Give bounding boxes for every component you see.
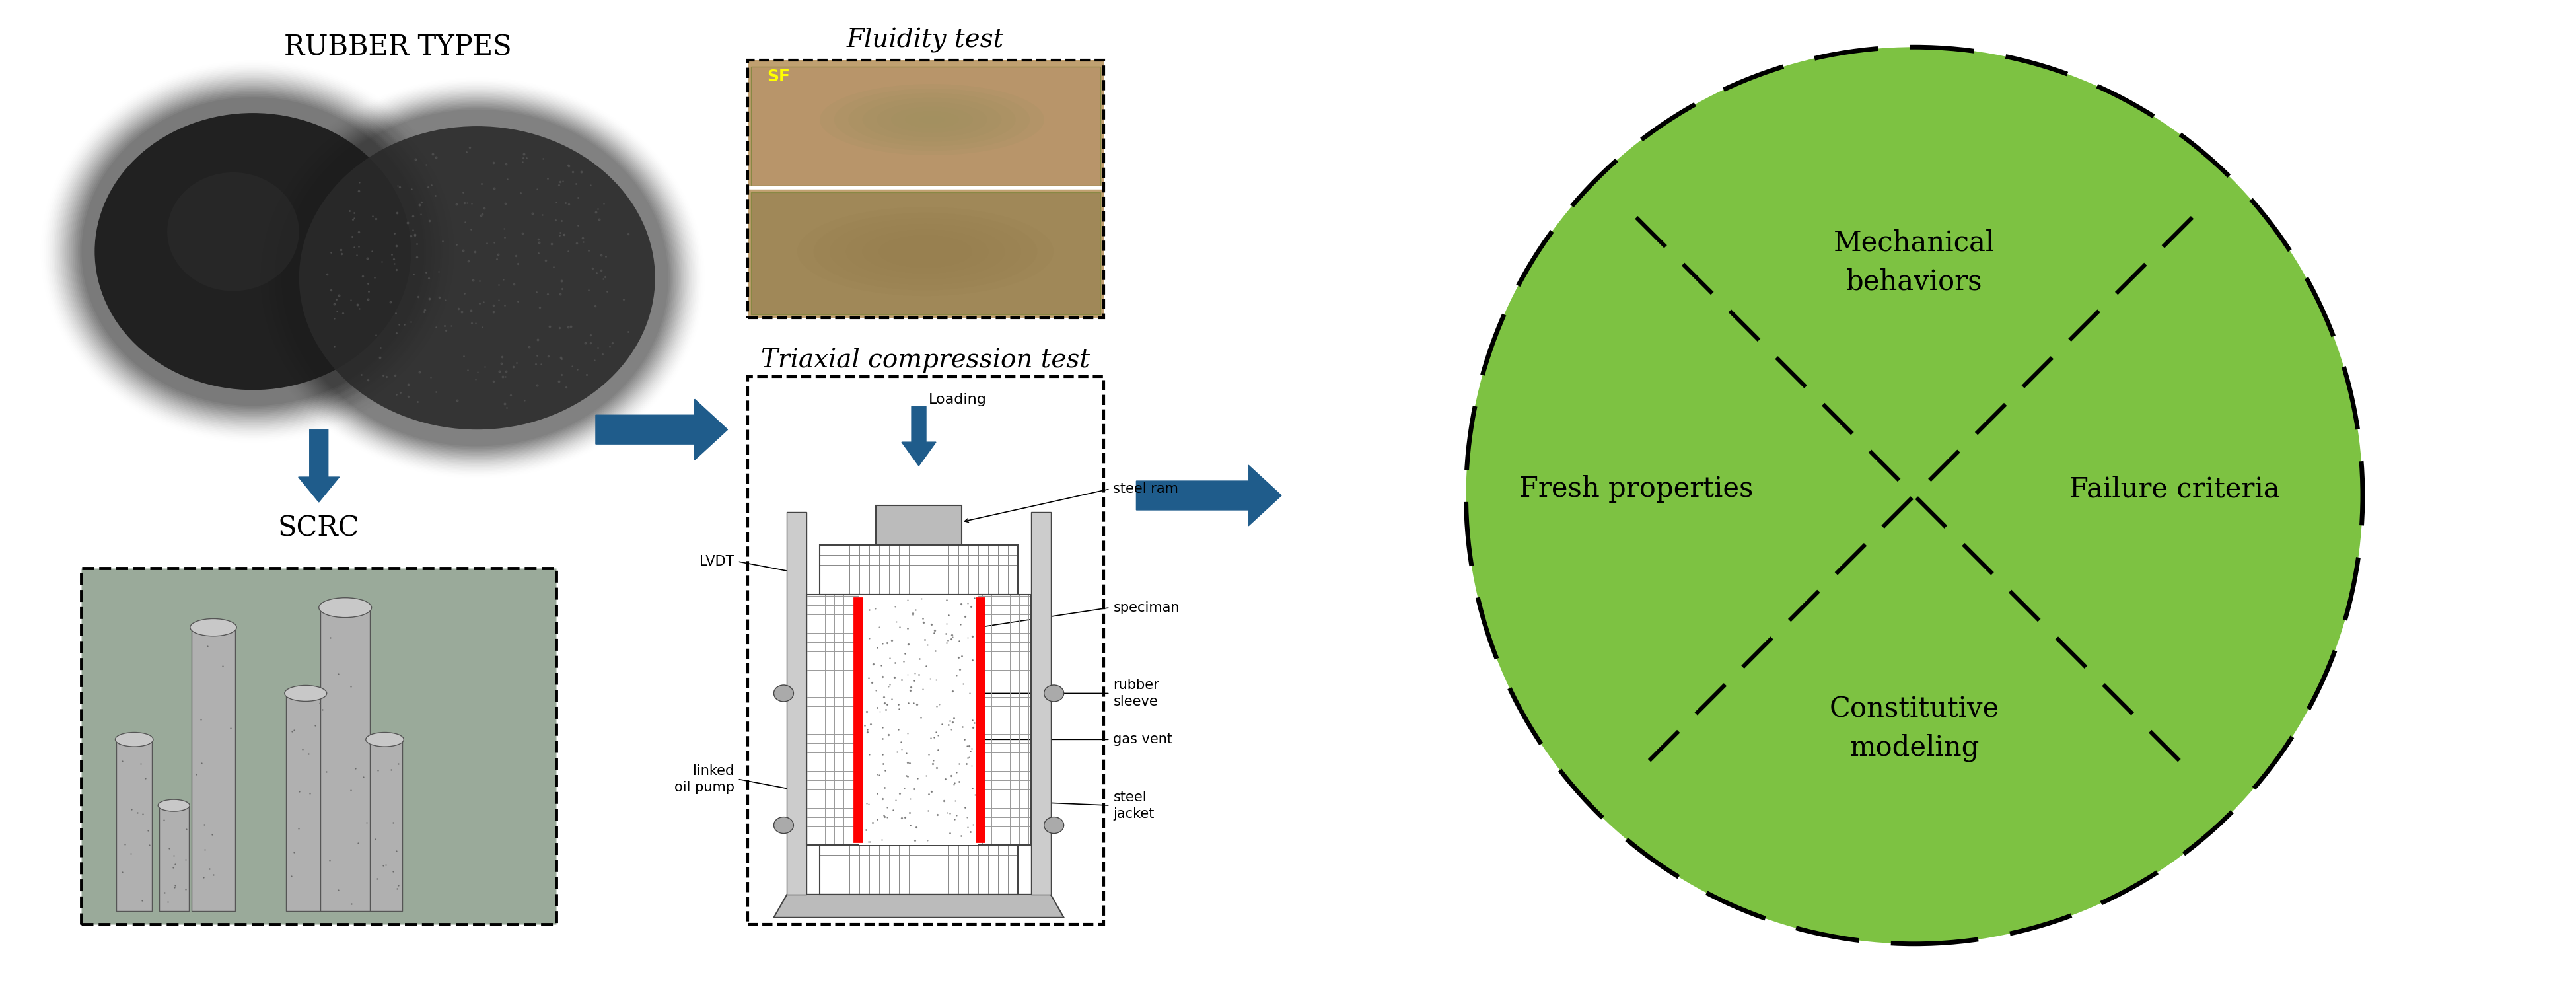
Text: rubber
sleeve: rubber sleeve [1113, 679, 1159, 709]
Text: Fresh properties: Fresh properties [1520, 475, 1754, 502]
Ellipse shape [819, 84, 1043, 156]
Ellipse shape [77, 92, 430, 410]
Ellipse shape [157, 800, 191, 812]
Polygon shape [1136, 465, 1280, 526]
Ellipse shape [116, 732, 152, 746]
Ellipse shape [904, 111, 958, 128]
Text: gas vent: gas vent [1113, 733, 1172, 746]
Text: steel ram: steel ram [1113, 483, 1180, 495]
FancyBboxPatch shape [116, 739, 152, 911]
Polygon shape [595, 399, 726, 460]
Ellipse shape [814, 213, 1038, 290]
FancyBboxPatch shape [855, 598, 863, 841]
Text: linked
oil pump: linked oil pump [675, 764, 734, 794]
Text: Fluidity test: Fluidity test [848, 28, 1005, 54]
Ellipse shape [286, 110, 667, 446]
FancyBboxPatch shape [747, 377, 1103, 925]
Ellipse shape [281, 105, 672, 450]
Ellipse shape [283, 108, 670, 448]
Text: LVDT: LVDT [701, 555, 734, 568]
Ellipse shape [796, 207, 1054, 296]
Ellipse shape [1043, 685, 1064, 702]
Ellipse shape [845, 224, 1005, 279]
Text: Loading: Loading [930, 393, 987, 406]
Polygon shape [299, 429, 340, 502]
FancyBboxPatch shape [860, 595, 979, 845]
Ellipse shape [366, 732, 404, 746]
Ellipse shape [894, 241, 956, 262]
Text: SCRC: SCRC [278, 514, 361, 542]
Polygon shape [902, 406, 935, 466]
Text: Failure criteria: Failure criteria [2069, 475, 2280, 502]
Ellipse shape [876, 102, 987, 137]
FancyBboxPatch shape [750, 66, 1100, 185]
Ellipse shape [167, 172, 299, 291]
FancyBboxPatch shape [160, 806, 188, 911]
Text: Constitutive
modeling: Constitutive modeling [1829, 696, 1999, 762]
Ellipse shape [80, 95, 425, 407]
FancyBboxPatch shape [976, 598, 984, 841]
Text: RUBBER TYPES: RUBBER TYPES [283, 34, 513, 61]
Ellipse shape [773, 685, 793, 702]
Text: Mechanical
behaviors: Mechanical behaviors [1834, 229, 1994, 295]
Polygon shape [773, 895, 1064, 918]
FancyBboxPatch shape [750, 192, 1100, 314]
Ellipse shape [82, 97, 425, 406]
Ellipse shape [878, 235, 971, 268]
Text: speciman: speciman [1113, 601, 1180, 614]
FancyBboxPatch shape [286, 694, 325, 911]
FancyBboxPatch shape [366, 739, 402, 911]
FancyBboxPatch shape [319, 607, 371, 911]
Ellipse shape [95, 113, 412, 390]
Ellipse shape [863, 230, 989, 274]
Ellipse shape [863, 97, 1002, 142]
Ellipse shape [77, 94, 428, 409]
FancyBboxPatch shape [747, 60, 1103, 317]
Ellipse shape [773, 817, 793, 833]
Text: SF: SF [768, 68, 791, 84]
Ellipse shape [283, 686, 327, 702]
Ellipse shape [191, 618, 237, 636]
FancyBboxPatch shape [191, 627, 234, 911]
Ellipse shape [283, 107, 672, 449]
FancyBboxPatch shape [82, 568, 556, 925]
Ellipse shape [299, 126, 654, 429]
Text: Triaxial compression test: Triaxial compression test [760, 348, 1090, 373]
Ellipse shape [891, 107, 974, 133]
Text: steel
jacket: steel jacket [1113, 791, 1154, 821]
Ellipse shape [920, 116, 945, 124]
FancyBboxPatch shape [876, 505, 961, 545]
Ellipse shape [912, 247, 940, 257]
Ellipse shape [1043, 817, 1064, 833]
FancyBboxPatch shape [786, 512, 806, 895]
Ellipse shape [1466, 48, 2362, 943]
Ellipse shape [848, 93, 1015, 147]
Ellipse shape [319, 598, 371, 617]
Ellipse shape [835, 88, 1030, 151]
FancyBboxPatch shape [1030, 512, 1051, 895]
Ellipse shape [829, 218, 1020, 284]
